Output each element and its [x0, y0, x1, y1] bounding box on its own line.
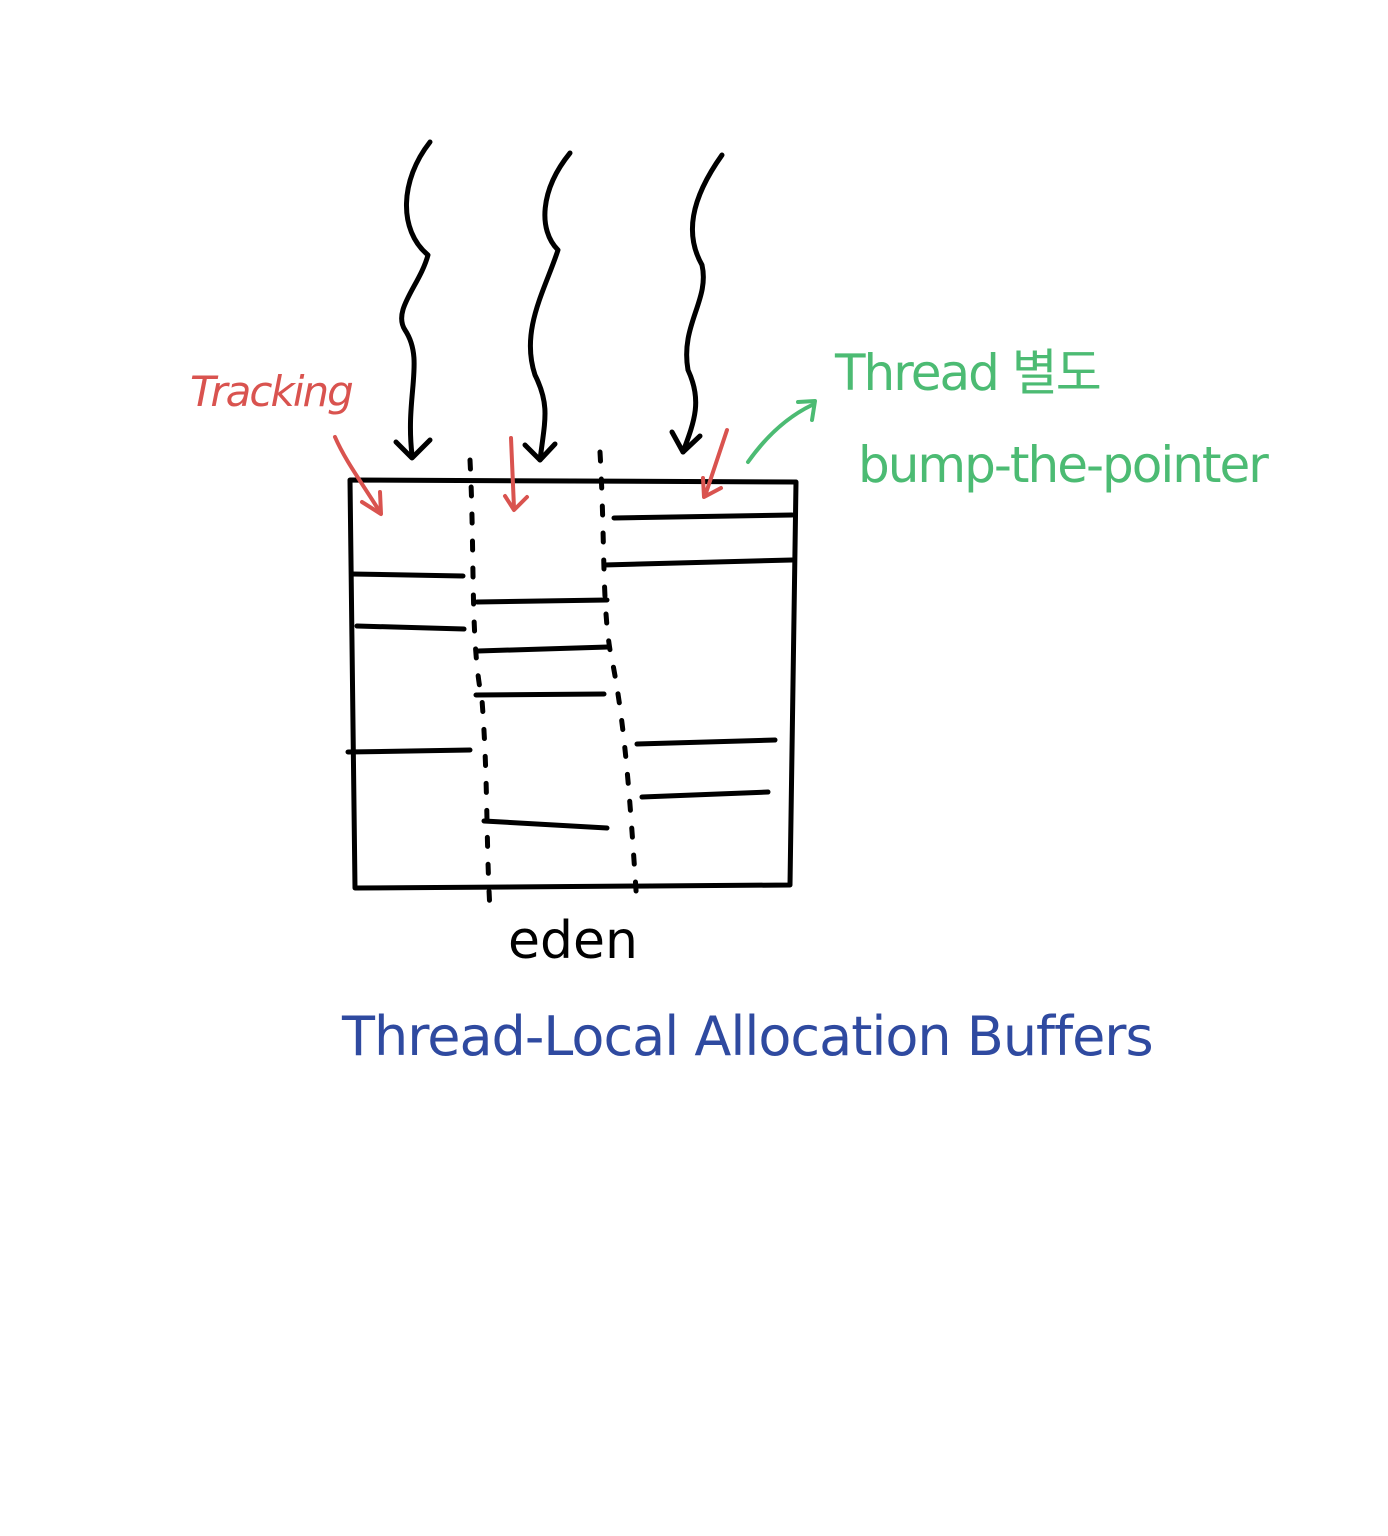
- bump-pointer-arrow: [746, 403, 814, 464]
- tlab-divider-1: [467, 457, 493, 913]
- thread-arrow-2: [527, 150, 573, 463]
- object-boundary: [611, 512, 795, 521]
- caption: Thread-Local Allocation Buffers: [341, 1005, 1153, 1068]
- thread-arrow-1-head: [393, 437, 433, 461]
- object-boundary: [354, 623, 467, 632]
- object-boundary: [639, 789, 771, 800]
- object-boundary: [475, 644, 611, 654]
- eden-label: eden: [508, 911, 638, 971]
- object-boundary: [345, 747, 473, 755]
- tlab-pointer-2-head: [503, 494, 529, 512]
- thread-arrow-3-head: [669, 429, 703, 455]
- thread-arrow-2-head: [522, 441, 558, 463]
- object-boundary: [473, 691, 607, 698]
- object-boundary: [481, 818, 610, 831]
- object-boundary: [601, 557, 795, 568]
- tlab-pointer-3-head: [701, 476, 723, 499]
- bump-the-pointer-label: bump-the-pointer: [858, 436, 1269, 494]
- tracking-pointer-arrow: [333, 435, 382, 514]
- tlab-pointer-3: [703, 428, 729, 498]
- object-boundary: [349, 571, 466, 579]
- thread-arrow-3: [680, 152, 725, 455]
- bump-pointer-arrow-head: [796, 399, 817, 422]
- object-boundary: [474, 597, 610, 605]
- tracking-pointer-arrow-head: [360, 490, 383, 516]
- tlab-divider-2: [597, 449, 640, 908]
- thread-note-label: Thread 별도: [834, 344, 1100, 402]
- tracking-label: Tracking: [190, 367, 353, 416]
- thread-arrow-1: [399, 139, 433, 458]
- tlab-pointer-2: [509, 436, 516, 510]
- object-boundary: [634, 737, 778, 747]
